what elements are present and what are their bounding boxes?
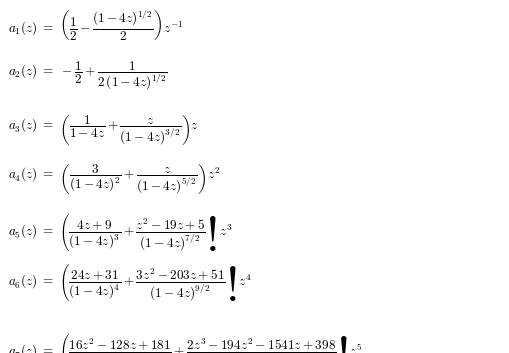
Text: $a_1(z) \ = \ \left(\dfrac{1}{2} - \dfrac{(1-4z)^{1/2}}{2}\right)z^{-1}$: $a_1(z) \ = \ \left(\dfrac{1}{2} - \dfra…: [8, 9, 183, 43]
Text: $a_2(z) \ = \ -\dfrac{1}{2} + \dfrac{1}{2\,(1-4z)^{1/2}}$: $a_2(z) \ = \ -\dfrac{1}{2} + \dfrac{1}{…: [8, 59, 167, 92]
Text: $a_5(z) \ = \ \left(\dfrac{4z+9}{(1-4z)^{3}} + \dfrac{z^2-19z+5}{(1-4z)^{7/2}}\r: $a_5(z) \ = \ \left(\dfrac{4z+9}{(1-4z)^…: [8, 212, 232, 253]
Text: $a_4(z) \ = \ \left(\dfrac{3}{(1-4z)^{2}} + \dfrac{z}{(1-4z)^{5/2}}\right)z^{2}$: $a_4(z) \ = \ \left(\dfrac{3}{(1-4z)^{2}…: [8, 162, 219, 196]
Text: $a_7(z) \ = \ \left(\dfrac{16z^2-128z+181}{(1-4z)^{5}} + \dfrac{2z^3-194z^2-1541: $a_7(z) \ = \ \left(\dfrac{16z^2-128z+18…: [8, 332, 362, 353]
Text: $a_6(z) \ = \ \left(\dfrac{24z+31}{(1-4z)^{4}} + \dfrac{3z^2-203z+51}{(1-4z)^{9/: $a_6(z) \ = \ \left(\dfrac{24z+31}{(1-4z…: [8, 262, 251, 303]
Text: $a_3(z) \ = \ \left(\dfrac{1}{1-4z} + \dfrac{z}{(1-4z)^{3/2}}\right)z$: $a_3(z) \ = \ \left(\dfrac{1}{1-4z} + \d…: [8, 113, 199, 147]
